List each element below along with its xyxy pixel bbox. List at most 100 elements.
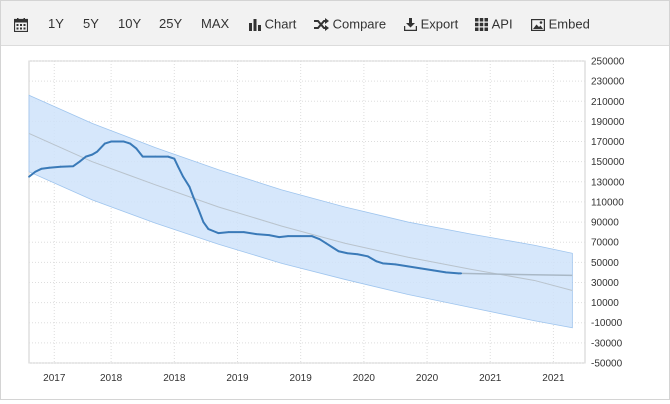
data-point — [84, 155, 87, 158]
export-button-label: Export — [420, 16, 459, 32]
x-tick-label: 2021 — [542, 373, 565, 384]
chart-toolbar: 1Y 5Y 10Y 25Y MAX Chart Compare — [1, 1, 669, 46]
y-tick-label: 250000 — [591, 57, 625, 68]
data-point — [375, 260, 378, 263]
data-point — [217, 232, 220, 235]
data-point — [356, 253, 359, 256]
data-point — [445, 271, 447, 274]
data-point — [268, 234, 270, 237]
y-tick-label: 90000 — [591, 218, 619, 229]
data-point — [207, 228, 210, 231]
compare-button-label: Compare — [332, 16, 387, 32]
data-point — [72, 165, 75, 168]
y-tick-label: -50000 — [591, 359, 623, 370]
data-point — [432, 269, 435, 272]
x-tick-label: 2021 — [479, 373, 502, 384]
data-point — [103, 142, 106, 145]
data-point — [177, 165, 180, 168]
data-point — [141, 155, 144, 158]
x-tick-label: 2019 — [290, 373, 313, 384]
y-tick-label: 110000 — [591, 197, 624, 208]
data-point — [96, 150, 99, 153]
range-max-button[interactable]: MAX — [201, 16, 230, 31]
data-point — [182, 175, 185, 178]
chart-button[interactable]: Chart — [249, 15, 296, 33]
compare-button[interactable]: Compare — [314, 15, 386, 33]
forecast-line — [461, 272, 573, 277]
range-25y-button[interactable]: 25Y — [159, 16, 183, 31]
data-point — [287, 235, 289, 238]
data-point — [122, 140, 125, 143]
data-point — [28, 175, 30, 178]
calendar-icon — [14, 17, 28, 32]
data-point — [337, 250, 340, 253]
grid-icon — [475, 18, 488, 32]
data-point — [34, 170, 37, 173]
data-point — [457, 272, 460, 275]
data-point — [325, 242, 327, 245]
y-tick-label: 10000 — [591, 298, 619, 309]
data-point — [394, 263, 397, 266]
series-line[interactable] — [28, 140, 462, 275]
bar-chart-icon — [249, 18, 261, 32]
embed-button[interactable]: Embed — [531, 15, 590, 33]
data-point — [366, 255, 369, 258]
data-point — [48, 166, 51, 169]
data-point — [202, 221, 205, 223]
data-point — [212, 230, 215, 233]
y-tick-label: -30000 — [591, 338, 623, 349]
line-chart[interactable]: -50000 -30000 -10000 10000 30000 50000 70000 90… — [1, 45, 669, 399]
data-point — [255, 233, 258, 236]
range-1y-button[interactable]: 1Y — [48, 16, 64, 31]
y-tick-label: 190000 — [591, 117, 625, 128]
data-point — [460, 272, 463, 275]
data-point — [167, 155, 169, 158]
data-point — [311, 235, 313, 238]
y-tick-label: 230000 — [591, 77, 625, 88]
data-point — [299, 235, 302, 238]
range-5y-button[interactable]: 5Y — [83, 16, 99, 31]
data-point — [78, 160, 81, 163]
data-point — [227, 231, 230, 234]
data-point — [154, 155, 157, 158]
data-point — [192, 196, 195, 198]
data-point — [407, 265, 409, 268]
y-tick-label: 50000 — [591, 258, 619, 269]
data-point — [278, 236, 281, 239]
y-tick-label: 150000 — [591, 157, 625, 168]
data-point — [91, 153, 94, 156]
download-icon — [404, 18, 417, 32]
data-point — [346, 252, 349, 255]
data-point — [242, 231, 245, 234]
shuffle-icon — [314, 18, 329, 32]
api-button-label: API — [491, 16, 513, 32]
x-tick-label: 2018 — [100, 373, 123, 384]
data-point — [318, 238, 321, 241]
api-button[interactable]: API — [475, 15, 513, 33]
data-point — [135, 147, 138, 150]
data-point — [419, 267, 422, 270]
data-point — [188, 185, 191, 188]
y-tick-label: -10000 — [591, 318, 623, 329]
data-point — [173, 157, 176, 160]
y-tick-label: 130000 — [591, 177, 625, 188]
x-tick-label: 2020 — [416, 373, 439, 384]
y-tick-label: 170000 — [591, 137, 625, 148]
data-point — [129, 142, 131, 145]
y-tick-label: 30000 — [591, 278, 619, 289]
x-tick-label: 2020 — [353, 373, 376, 384]
y-tick-label: 70000 — [591, 238, 619, 249]
embed-button-label: Embed — [548, 16, 590, 32]
export-button[interactable]: Export — [404, 15, 458, 33]
chart-area: -50000 -30000 -10000 10000 30000 50000 70000 90… — [1, 45, 669, 399]
range-10y-button[interactable]: 10Y — [118, 16, 142, 31]
calendar-button[interactable] — [14, 15, 28, 33]
data-point — [197, 208, 200, 210]
data-point — [40, 167, 43, 170]
image-icon — [531, 18, 545, 31]
data-point — [381, 262, 384, 265]
y-tick-label: 210000 — [591, 97, 625, 108]
chart-button-label: Chart — [264, 16, 297, 32]
data-point — [331, 246, 334, 249]
